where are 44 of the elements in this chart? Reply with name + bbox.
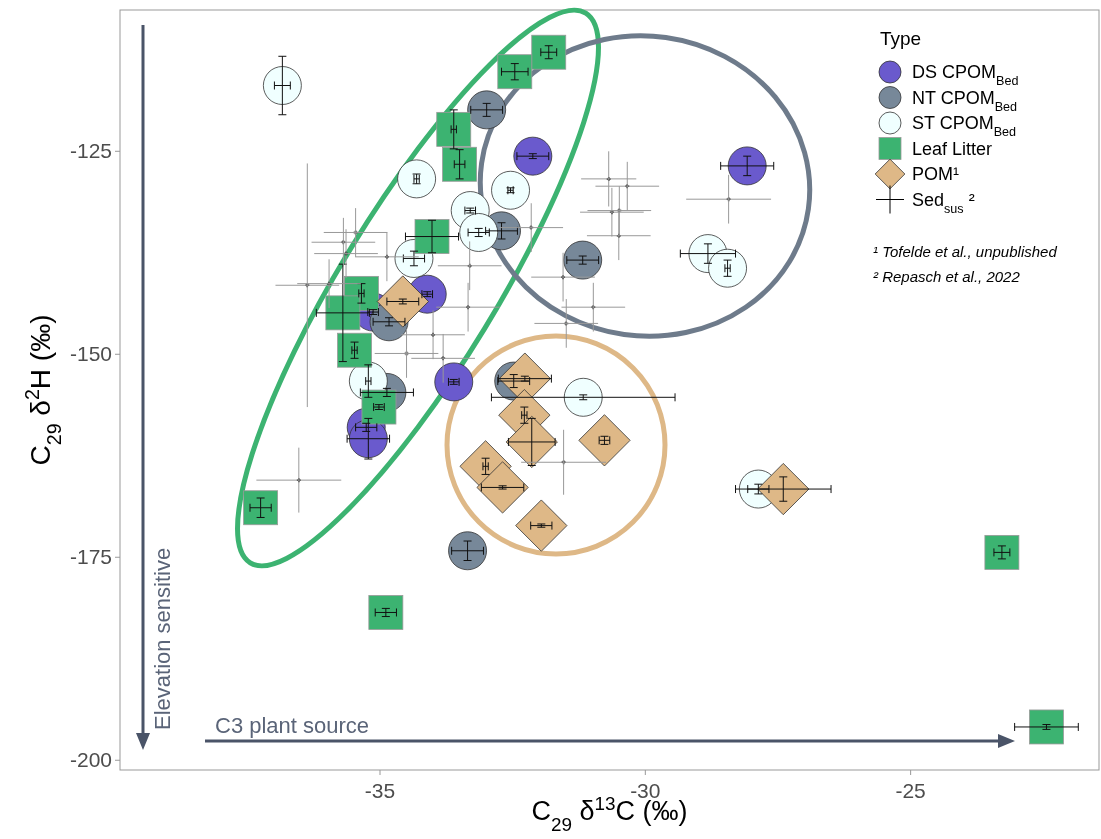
y-tick-label: -125 — [69, 139, 112, 163]
point — [262, 66, 302, 105]
point — [436, 111, 472, 147]
annotation: ¹ Tofelde et al., unpublished — [873, 243, 1058, 260]
point — [497, 54, 533, 90]
point — [368, 595, 404, 630]
x-tick-label: -35 — [364, 779, 396, 802]
point — [727, 146, 767, 186]
legend-label: DS CPOM$_{Bed}$ — [912, 62, 1019, 88]
annotation: C3 plant source — [215, 713, 370, 738]
point — [1029, 709, 1064, 745]
legend-label: NT CPOM$_{Bed}$ — [912, 87, 1018, 114]
point — [361, 389, 397, 425]
point — [708, 248, 747, 288]
point — [578, 414, 631, 467]
y-tick-label: -150 — [69, 342, 112, 366]
legend-label: Leaf Litter — [912, 138, 993, 159]
point — [476, 461, 529, 514]
point — [467, 90, 507, 130]
legend-title: Type — [880, 28, 922, 49]
y-tick-label: -200 — [69, 748, 112, 772]
point — [459, 213, 499, 252]
point — [515, 499, 568, 552]
point — [513, 136, 553, 176]
point — [434, 362, 474, 402]
point — [442, 146, 477, 182]
annotation: ² Repasch et al., 2022 — [873, 268, 1021, 285]
legend-label: POM¹ — [912, 164, 959, 184]
point — [414, 219, 450, 254]
point — [984, 534, 1020, 570]
point — [563, 377, 603, 417]
point — [491, 170, 530, 210]
point — [376, 275, 429, 328]
point — [397, 159, 437, 199]
legend-label: ST CPOM$_{Bed}$ — [912, 113, 1017, 139]
legend-label: Sed$_{sus}$ ² — [912, 189, 975, 216]
point — [531, 34, 567, 70]
point — [337, 332, 372, 368]
annotation: Elevation sensitive — [150, 547, 175, 730]
point — [448, 531, 487, 571]
point — [243, 490, 279, 526]
point — [563, 240, 603, 280]
x-tick-label: -25 — [895, 779, 926, 802]
y-tick-label: -175 — [69, 545, 112, 569]
